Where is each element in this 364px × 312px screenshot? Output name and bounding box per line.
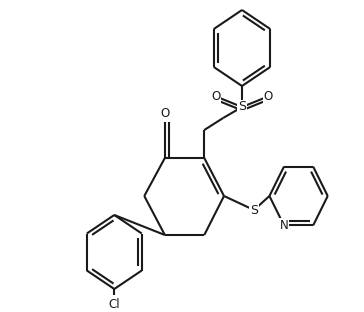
Text: N: N [280,219,288,232]
Text: O: O [160,106,170,119]
Text: O: O [211,90,221,103]
Text: Cl: Cl [108,298,120,311]
Text: O: O [264,90,273,103]
Text: S: S [238,100,246,114]
Text: S: S [250,203,258,217]
